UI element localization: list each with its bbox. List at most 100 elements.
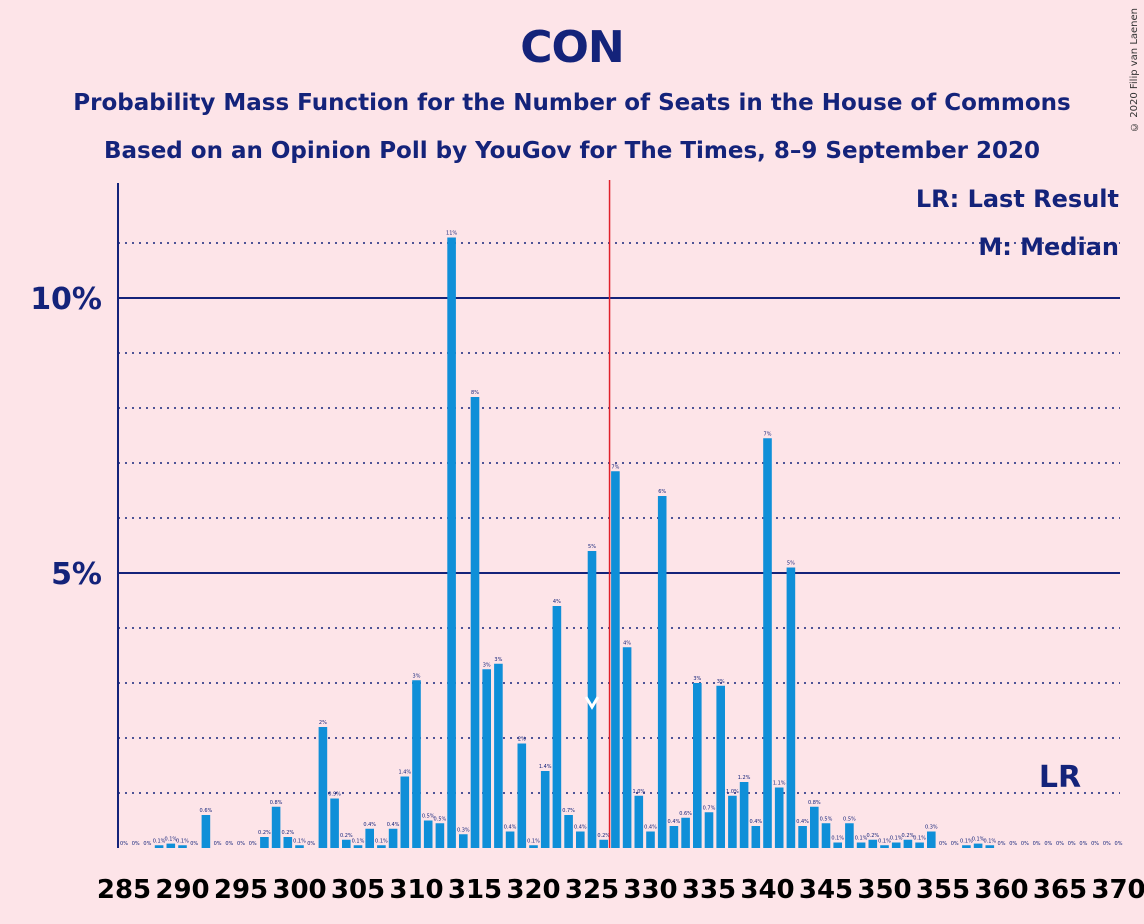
bar-value-label: 0.1% — [983, 838, 996, 844]
bar-value-label: 3% — [483, 662, 491, 668]
bar — [891, 842, 901, 848]
bar — [271, 806, 281, 848]
bar-value-label: 0.9% — [328, 792, 341, 798]
bar-value-label: 0% — [120, 841, 128, 847]
bar — [166, 843, 176, 848]
bar-value-label: 0.1% — [913, 836, 926, 842]
bar-value-label: 0% — [190, 841, 198, 847]
bar — [915, 842, 924, 848]
bar-value-label: 0.2% — [597, 833, 610, 839]
bar — [728, 795, 737, 848]
bar — [751, 826, 761, 848]
bar-value-label: 0.1% — [831, 836, 844, 842]
x-tick-label: 310 — [389, 875, 443, 905]
bar-value-label: 0.1% — [972, 837, 985, 843]
x-tick-label: 360 — [974, 875, 1028, 905]
x-tick-label: 365 — [1033, 875, 1087, 905]
bar — [365, 828, 374, 848]
bar-value-label: 0.1% — [153, 838, 166, 844]
bar-value-label: 0% — [1044, 841, 1052, 847]
bar — [482, 669, 491, 848]
x-tick-label: 325 — [565, 875, 619, 905]
bar — [353, 845, 363, 848]
bar-value-label: 0.4% — [363, 822, 376, 828]
bar-value-label: 0.4% — [644, 825, 657, 831]
bar-value-label: 0% — [225, 841, 233, 847]
x-tick-label: 370 — [1091, 875, 1144, 905]
bar-value-label: 8% — [471, 390, 479, 396]
bar — [634, 795, 644, 848]
bar-value-label: 0.1% — [375, 838, 388, 844]
bar — [833, 842, 842, 848]
x-tick-label: 340 — [740, 875, 794, 905]
bar — [529, 845, 538, 848]
bar-value-label: 0% — [998, 841, 1006, 847]
bar-value-label: 0.1% — [527, 838, 540, 844]
bar-value-label: 0.2% — [258, 830, 271, 836]
bar — [657, 496, 667, 848]
tick-labels: 5%10%285 290 295 300 305 310 315 320 325 330 335 34… — [30, 282, 1144, 905]
y-tick-label: 5% — [51, 557, 102, 592]
bar — [798, 826, 807, 848]
bar — [576, 831, 585, 848]
bar — [400, 776, 410, 848]
bar-value-label: 0% — [1091, 841, 1099, 847]
bar — [564, 815, 573, 848]
x-tick-label: 330 — [623, 875, 677, 905]
bar-value-label: 0.1% — [960, 838, 973, 844]
bar — [985, 845, 995, 848]
bar — [810, 806, 819, 848]
bar-value-label: 0% — [951, 841, 959, 847]
bar — [880, 845, 889, 848]
bar — [201, 815, 211, 848]
bar-value-label: 0.2% — [281, 830, 294, 836]
bar — [283, 837, 293, 848]
bar-value-label: 0.1% — [855, 836, 868, 842]
bar-value-label: 0% — [1115, 841, 1123, 847]
bar-value-label: 1.4% — [398, 770, 411, 776]
bar-value-label: 0.4% — [574, 825, 587, 831]
bar — [505, 831, 515, 848]
bar-value-label: 1.0% — [726, 789, 739, 795]
x-tick-label: 285 — [97, 875, 151, 905]
bar — [342, 839, 351, 848]
chart-title: CON — [520, 22, 625, 73]
bar-value-label: 0.1% — [890, 836, 903, 842]
bar — [856, 842, 866, 848]
x-tick-label: 305 — [331, 875, 385, 905]
bar-value-label: 0% — [214, 841, 222, 847]
x-tick-label: 320 — [506, 875, 560, 905]
bar-value-label: 0.2% — [866, 833, 879, 839]
bar — [388, 828, 398, 848]
bar — [295, 845, 304, 848]
bar-value-label: 1.4% — [539, 764, 552, 770]
x-tick-label: 290 — [155, 875, 209, 905]
bar-value-label: 2% — [518, 737, 526, 743]
bar-value-label: 0.4% — [796, 819, 809, 825]
bar-value-label: 7% — [764, 431, 772, 437]
bar-value-label: 0% — [143, 841, 151, 847]
x-tick-label: 300 — [272, 875, 326, 905]
x-tick-label: 335 — [682, 875, 736, 905]
bar — [540, 771, 550, 848]
bar-value-label: 0% — [132, 841, 140, 847]
legend-median: M: Median — [978, 233, 1119, 261]
bar-value-label: 1.0% — [632, 789, 645, 795]
bar — [821, 823, 831, 848]
bar — [330, 798, 339, 848]
bar — [470, 397, 480, 848]
bar — [435, 823, 445, 848]
bar — [693, 683, 702, 848]
bar-value-label: 0% — [1033, 841, 1041, 847]
bar-value-label: 0.7% — [562, 808, 575, 814]
bar-value-label: 0.5% — [843, 816, 856, 822]
bar-value-label: 5% — [787, 561, 795, 567]
bars: 0% 0% 0% 0.1%0.1%0.1% 0%0.6%0% 0% 0% 0%0.2%0.8%… — [120, 231, 1123, 848]
bar — [962, 845, 971, 848]
bar — [587, 551, 597, 848]
x-tick-label: 345 — [799, 875, 853, 905]
bar — [622, 647, 632, 848]
bar — [763, 438, 772, 848]
bar-value-label: 1.1% — [773, 781, 786, 787]
